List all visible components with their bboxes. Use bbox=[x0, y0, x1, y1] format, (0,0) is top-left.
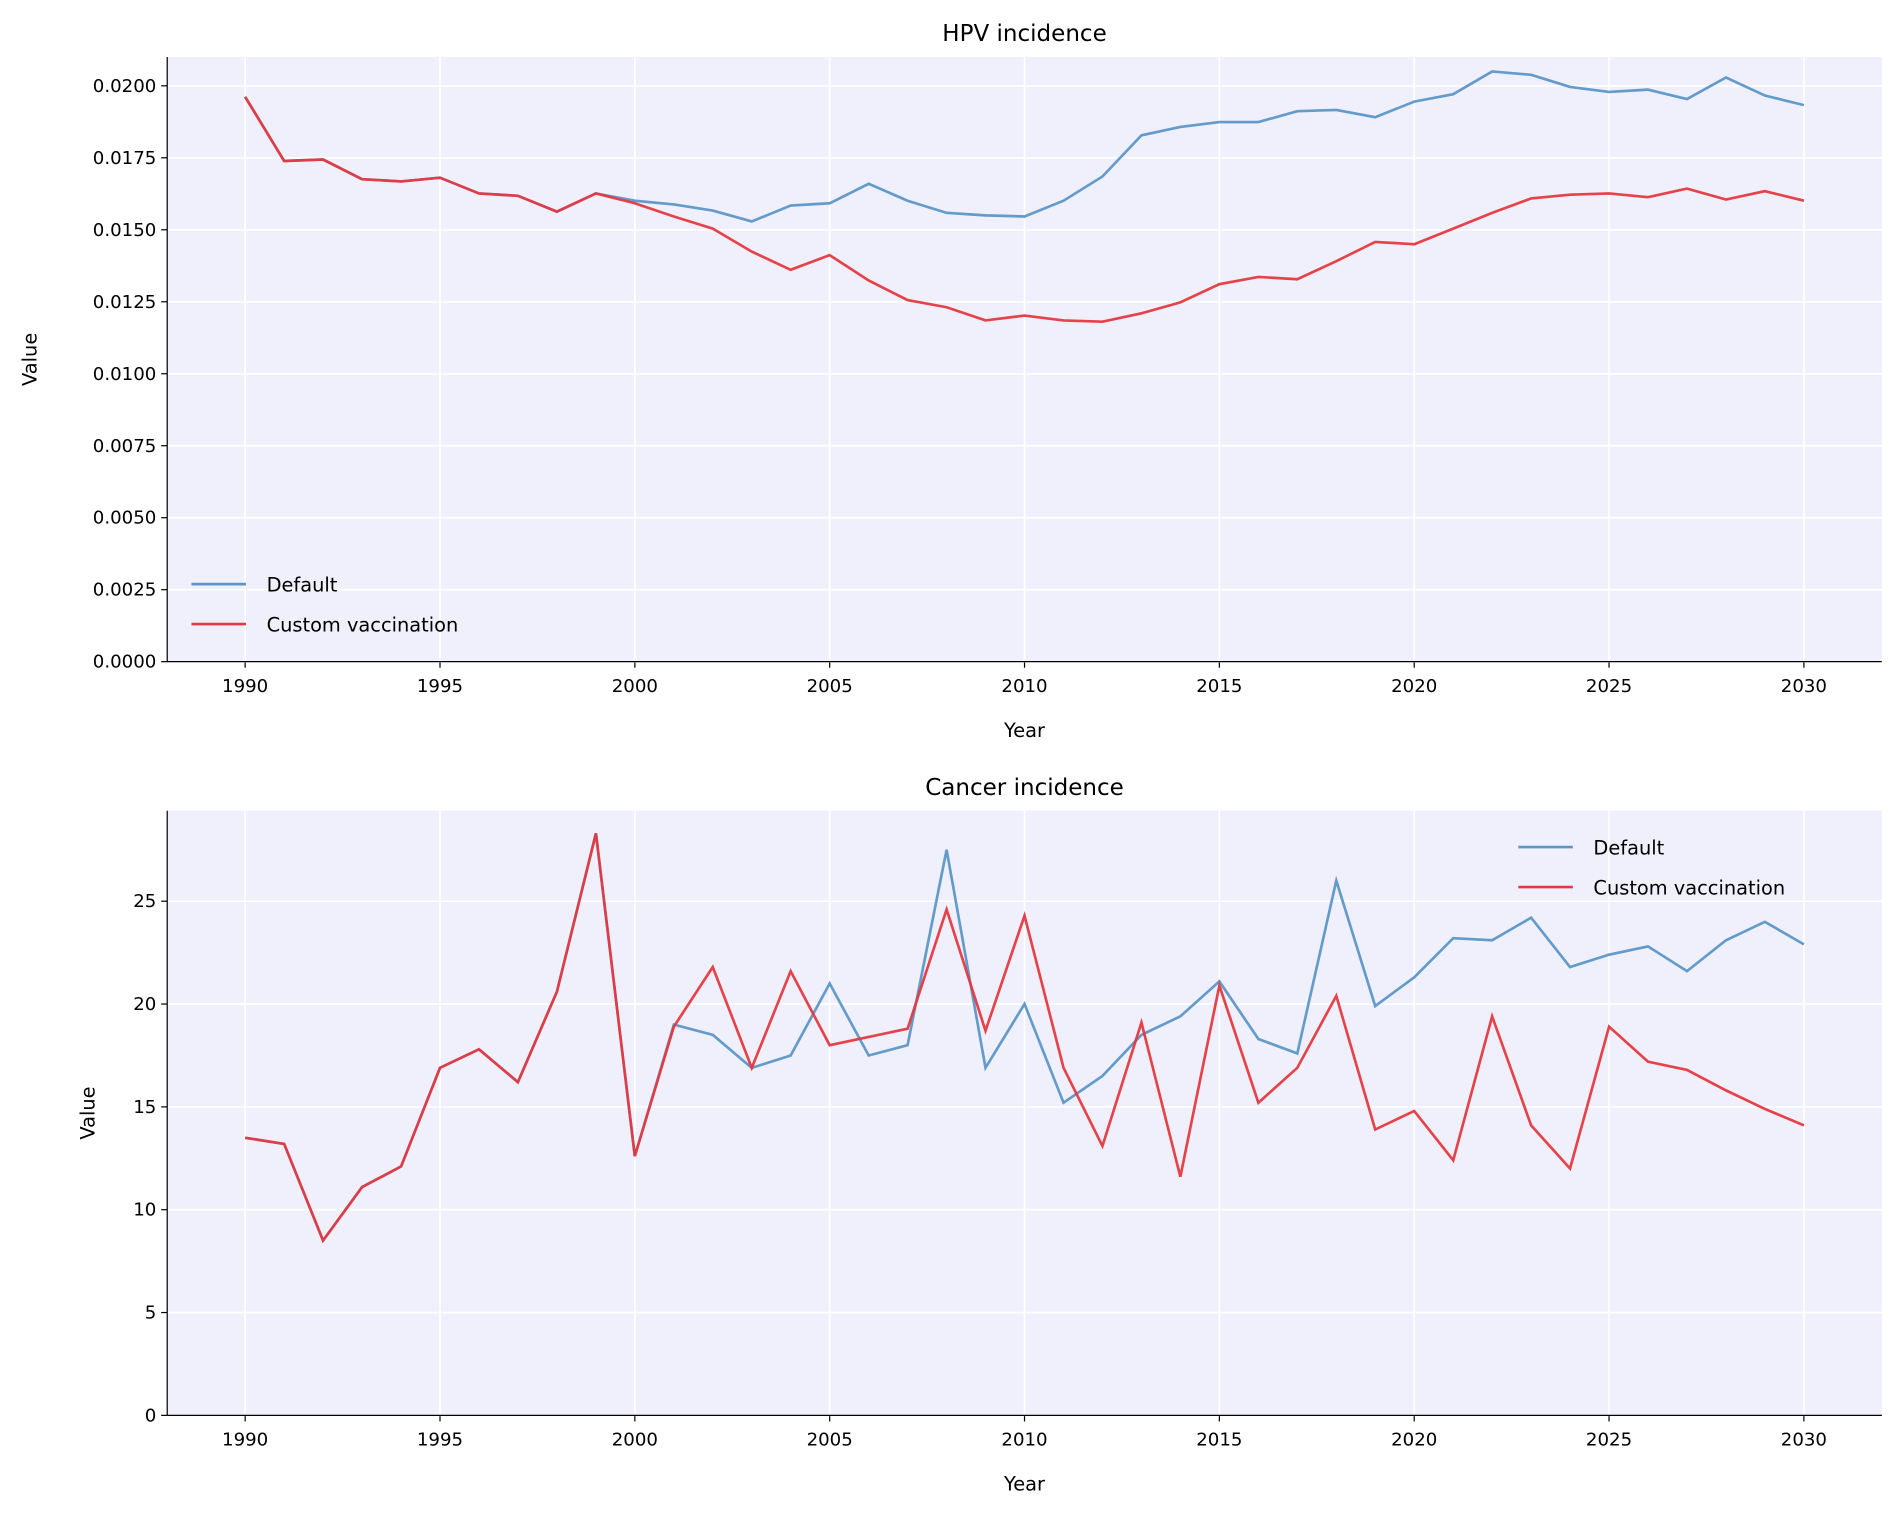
x-tick-label: 2010 bbox=[1001, 1430, 1047, 1451]
y-tick-label: 15 bbox=[133, 1097, 156, 1118]
chart-1: 1990 1995 2000 2005 2010 2015 2020 2025 20300510… bbox=[77, 775, 1882, 1495]
x-axis-label: Year bbox=[1003, 1472, 1045, 1495]
y-tick-label: 20 bbox=[133, 994, 156, 1015]
y-axis-label: Value bbox=[77, 1086, 100, 1139]
x-tick-label: 2005 bbox=[807, 1430, 853, 1451]
x-tick-label: 2030 bbox=[1781, 676, 1827, 697]
y-tick-label: 0.0125 bbox=[93, 292, 157, 313]
legend: Default Custom vaccination bbox=[191, 573, 458, 636]
y-tick-label: 0.0200 bbox=[93, 76, 157, 97]
series-line-custom-vaccination bbox=[243, 96, 1805, 323]
x-tick-label: 2020 bbox=[1391, 676, 1437, 697]
legend-label: Custom vaccination bbox=[1593, 876, 1785, 899]
x-tick-label: 2020 bbox=[1391, 1430, 1437, 1451]
y-tick-label: 0.0000 bbox=[93, 652, 157, 673]
x-tick-label: 2015 bbox=[1196, 676, 1242, 697]
x-tick-label: 1990 bbox=[222, 1430, 268, 1451]
legend-label: Custom vaccination bbox=[267, 613, 459, 636]
x-tick-label: 2025 bbox=[1586, 1430, 1632, 1451]
y-tick-label: 5 bbox=[145, 1303, 157, 1324]
y-tick-label: 0.0175 bbox=[93, 148, 157, 169]
chart-0: 1990 1995 2000 2005 2010 2015 2020 2025 2030 0.00… bbox=[18, 21, 1882, 742]
x-tick-label: 1990 bbox=[222, 676, 268, 697]
chart-title: HPV incidence bbox=[942, 21, 1106, 47]
x-tick-label: 2005 bbox=[807, 676, 853, 697]
series-line-custom-vaccination bbox=[244, 833, 1805, 1244]
x-tick-label: 2030 bbox=[1781, 1430, 1827, 1451]
x-axis-label: Year bbox=[1003, 719, 1045, 742]
y-tick-label: 0 bbox=[145, 1405, 157, 1426]
y-tick-label: 10 bbox=[133, 1200, 156, 1221]
x-tick-label: 2000 bbox=[612, 1430, 658, 1451]
y-tick-label: 0.0150 bbox=[93, 220, 157, 241]
chart-title: Cancer incidence bbox=[925, 775, 1124, 801]
y-tick-label: 25 bbox=[133, 891, 156, 912]
legend-label: Default bbox=[1593, 836, 1664, 859]
x-tick-label: 2025 bbox=[1586, 676, 1632, 697]
x-tick-label: 1995 bbox=[417, 1430, 463, 1451]
y-tick-label: 0.0025 bbox=[93, 580, 157, 601]
y-tick-label: 0.0100 bbox=[93, 364, 157, 385]
x-tick-label: 2000 bbox=[612, 676, 658, 697]
y-tick-label: 0.0050 bbox=[93, 508, 157, 529]
x-tick-label: 2015 bbox=[1196, 1430, 1242, 1451]
x-tick-label: 2010 bbox=[1001, 676, 1047, 697]
y-axis-label: Value bbox=[18, 333, 41, 386]
y-tick-label: 0.0075 bbox=[93, 436, 157, 457]
legend-label: Default bbox=[267, 573, 338, 596]
legend: Default Custom vaccination bbox=[1518, 836, 1785, 899]
x-tick-label: 1995 bbox=[417, 676, 463, 697]
